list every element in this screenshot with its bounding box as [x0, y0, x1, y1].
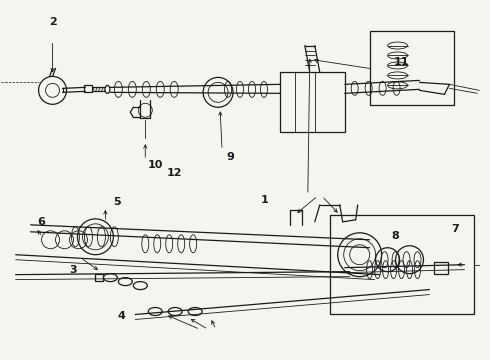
Text: 11: 11 — [393, 57, 409, 67]
Bar — [369, 31, 454, 105]
Text: 10: 10 — [147, 160, 163, 170]
Text: 12: 12 — [167, 168, 182, 178]
Text: 7: 7 — [451, 225, 459, 234]
Text: 5: 5 — [113, 197, 121, 207]
Text: 9: 9 — [226, 152, 234, 162]
Bar — [280, 72, 345, 132]
Bar — [96, 274, 103, 280]
Bar — [330, 215, 474, 315]
Text: 2: 2 — [49, 17, 57, 27]
Bar — [435, 262, 448, 274]
Text: 6: 6 — [37, 217, 45, 227]
Text: 8: 8 — [392, 231, 399, 240]
Bar — [84, 85, 93, 92]
Text: 1: 1 — [261, 195, 269, 205]
Text: 4: 4 — [118, 311, 126, 321]
Text: 3: 3 — [69, 265, 77, 275]
